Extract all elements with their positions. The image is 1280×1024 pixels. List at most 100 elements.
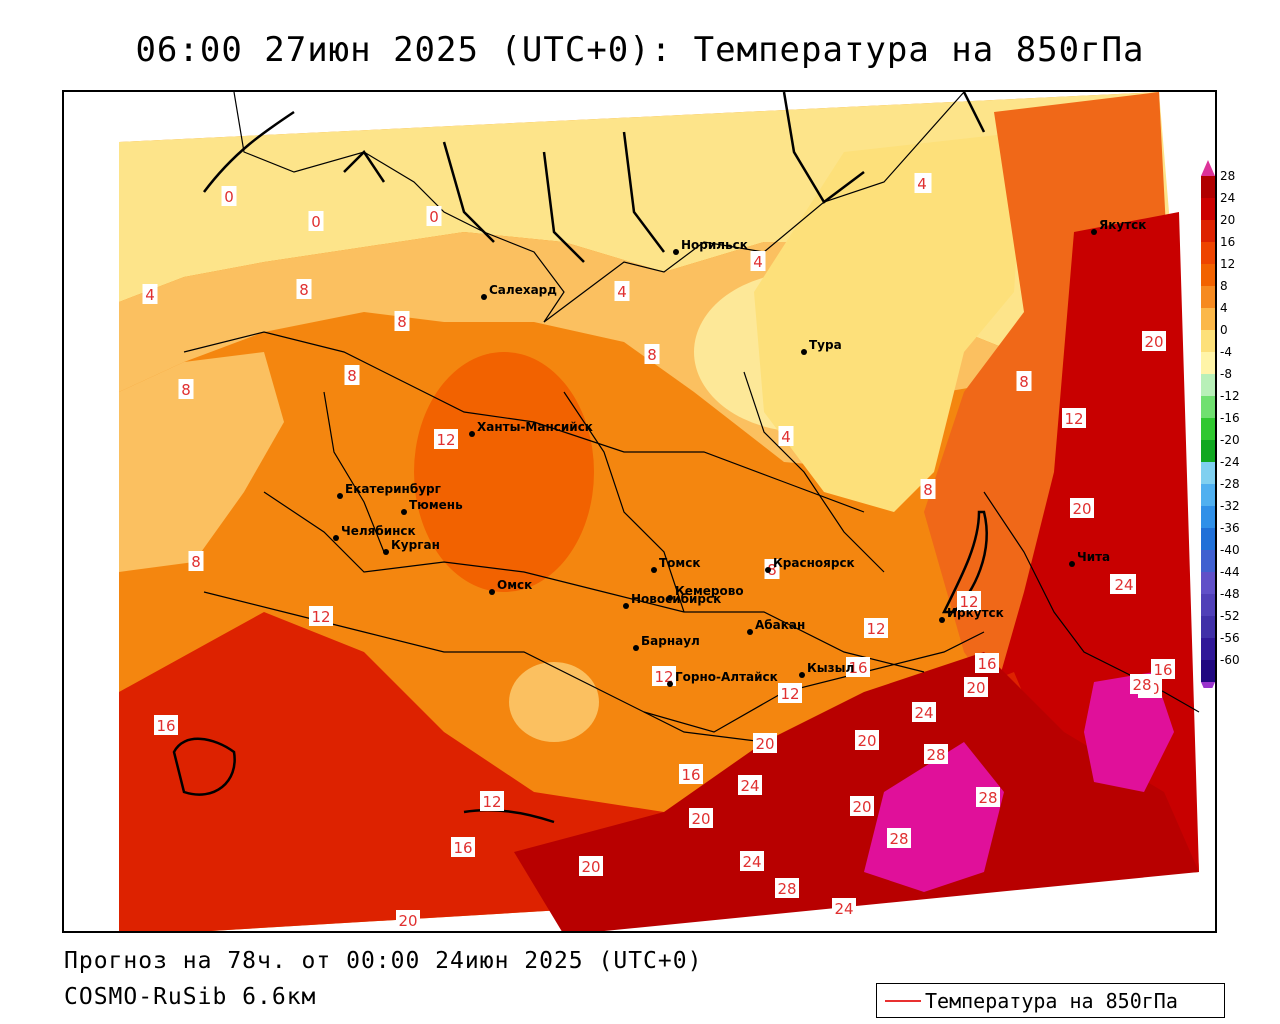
contour-label: 4 [781, 428, 791, 446]
zone-south-patch [509, 662, 599, 742]
city-label: Тюмень [409, 498, 463, 512]
colorbar-cell [1201, 330, 1215, 352]
contour-label: 8 [347, 367, 357, 385]
colorbar-tick-label: -16 [1220, 411, 1240, 425]
contour-label-bg [188, 551, 204, 571]
zone-south-deep [514, 652, 1199, 931]
city-label: Иркутск [947, 606, 1004, 620]
contour-label-bg [1016, 371, 1032, 391]
contour-label: 24 [834, 900, 853, 918]
contour-label-bg [689, 808, 713, 828]
map-legend: Температура на 850гПа [876, 983, 1225, 1018]
colorbar-tick-label: 12 [1220, 257, 1235, 271]
colorbar-tick-label: 4 [1220, 301, 1228, 315]
contour-label-bg [480, 791, 504, 811]
city-label: Тура [809, 338, 842, 352]
colorbar-labels: 28 24 20 16 12 8 4 0 -4 -8 -12 -16 -20 -24 -28 -32 -36 -4… [1220, 169, 1240, 667]
lake-baikal [941, 510, 988, 614]
contour-label-bg [614, 281, 630, 301]
city-dot [623, 603, 629, 609]
contour-label-bg [1062, 408, 1086, 428]
contour-label-bg [142, 284, 158, 304]
city-label: Томск [659, 556, 701, 570]
city-dot [333, 535, 339, 541]
city-dot [1069, 561, 1075, 567]
city-dot [481, 294, 487, 300]
contour-label-bg [296, 279, 312, 299]
city-label: Горно-Алтайск [675, 670, 778, 684]
contour-label-bg [579, 856, 603, 876]
zone-khmao-core [414, 352, 594, 592]
contour-label: 20 [966, 679, 985, 697]
colorbar-cells [1201, 160, 1215, 688]
city-dot [469, 431, 475, 437]
contour-label-bg [887, 828, 911, 848]
colorbar-cell [1201, 264, 1215, 286]
contour-label-bg [1142, 331, 1166, 351]
lake-balkhash [463, 808, 555, 824]
contour-label-bg [778, 426, 794, 446]
contour-label: 20 [857, 732, 876, 750]
contour-label-bg [920, 479, 936, 499]
city-label: Норильск [681, 238, 748, 252]
contour-label: 20 [398, 912, 417, 930]
contour-label: 8 [767, 561, 777, 579]
colorbar-tick-label: -36 [1220, 521, 1240, 535]
city-label: Красноярск [773, 556, 855, 570]
colorbar-cell [1201, 638, 1215, 660]
colorbar-cell [1201, 396, 1215, 418]
colorbar-cell [1201, 660, 1215, 682]
contour-label: 16 [681, 766, 700, 784]
contour-label: 16 [453, 839, 472, 857]
contour-label: 8 [181, 381, 191, 399]
colorbar-tick-label: -4 [1220, 345, 1232, 359]
boundaries [183, 92, 1200, 743]
contour-label: 12 [959, 593, 978, 611]
colorbar-cell [1201, 308, 1215, 330]
contour-label-bg [451, 837, 475, 857]
contour-label: 4 [753, 253, 763, 271]
colorbar-tick-label: 0 [1220, 323, 1228, 337]
contour-label: 16 [977, 655, 996, 673]
city-label: Новосибирск [631, 592, 721, 606]
colorbar-cell [1201, 352, 1215, 374]
contour-label: 20 [691, 810, 710, 828]
city-dot [1091, 229, 1097, 235]
temperature-colorbar: 28 24 20 16 12 8 4 0 -4 -8 -12 -16 -20 -24 -28 -32 -36 -4… [1201, 160, 1240, 688]
contour-label: 12 [780, 685, 799, 703]
city-dot [651, 567, 657, 573]
contour-label-bg [344, 365, 360, 385]
contour-label-bg [778, 683, 802, 703]
colorbar-tick-label: -40 [1220, 543, 1240, 557]
contour-label-bg [644, 344, 660, 364]
colorbar-tick-label: -48 [1220, 587, 1240, 601]
contour-label: 8 [647, 346, 657, 364]
temperature-map: 0004444448888888881212121212121212161616… [62, 90, 1217, 933]
city-dot [633, 645, 639, 651]
city-dot [337, 493, 343, 499]
contour-label-bg [740, 851, 764, 871]
contour-label-bg [964, 677, 988, 697]
contour-label: 20 [581, 858, 600, 876]
city-dot [747, 629, 753, 635]
city-dot [383, 549, 389, 555]
contour-label: 28 [889, 830, 908, 848]
contour-label-bg [1070, 498, 1094, 518]
coastlines [172, 92, 988, 824]
colorbar-tick-label: -12 [1220, 389, 1240, 403]
contour-label: 20 [755, 735, 774, 753]
contour-label-bg [154, 715, 178, 735]
colorbar-cell [1201, 198, 1215, 220]
contour-labels: 0004444448888888881212121212121212161616… [142, 173, 1175, 930]
contour-label: 12 [866, 620, 885, 638]
contour-label-bg [912, 702, 936, 722]
city-label: Ханты-Мансийск [477, 420, 593, 434]
contour-label-bg [855, 730, 879, 750]
city-dot [799, 672, 805, 678]
contour-label: 12 [1064, 410, 1083, 428]
contour-label-bg [221, 186, 237, 206]
colorbar-cell [1201, 506, 1215, 528]
contour-label: 16 [1153, 661, 1172, 679]
colorbar-tick-label: -24 [1220, 455, 1240, 469]
colorbar-cell [1201, 616, 1215, 638]
